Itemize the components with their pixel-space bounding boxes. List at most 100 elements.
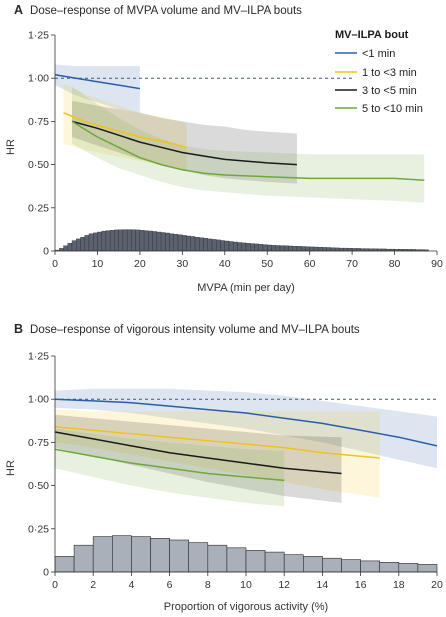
histogram-bar [101,230,107,252]
y-tick-label: 1·00 [28,73,49,85]
panel-b-axes: 0 2 4 6 8 10 12 14 16 18 20 0 0·25 0·50 0·75 1·00 1·25 [28,351,443,592]
histogram-bar [216,239,221,252]
x-tick-label: 12 [278,579,290,591]
y-tick-label: 1·25 [28,30,49,42]
histogram-bar [148,230,153,252]
ci-band-3-to-lt5-min [72,100,297,184]
histogram-bar [71,240,77,252]
histogram-bar [288,245,293,252]
histogram-bar [309,246,315,252]
histogram-bar [139,230,145,252]
histogram-bar [80,237,85,252]
histogram-bar [245,550,266,573]
series-line-3-to-lt5-min [71,120,297,166]
ci-band-5-to-lt10-min [55,428,285,507]
histogram-bar [182,235,187,252]
histogram-bar [199,237,204,252]
histogram-bar [73,544,94,573]
y-tick-label: 0 [43,567,49,579]
histogram-bar [186,235,191,252]
histogram-bar [190,236,196,252]
histogram-bar [114,229,119,252]
panel-b-series-lines [54,398,438,482]
histogram-bar [360,560,381,573]
histogram-bar [262,244,268,252]
histogram-bar [173,234,179,252]
histogram-bar [112,535,132,573]
histogram-bar [250,243,255,252]
histogram-bar [417,564,438,573]
ci-band-1-to-lt3-min [55,409,380,498]
histogram-bar [152,231,157,252]
histogram-bar [305,246,310,252]
ci-band-5-to-lt10-min [72,86,425,203]
histogram-bar [88,233,94,252]
histogram-bar [330,247,336,252]
histogram-bar [110,230,115,252]
x-tick-label: 20 [431,579,443,591]
histogram-bar [341,559,361,573]
x-tick-label: 90 [431,258,443,270]
histogram-bar [228,241,234,252]
y-tick-label: 1·25 [28,351,49,363]
histogram-bar [150,537,170,573]
histogram-bar [156,231,162,252]
histogram-bar [224,240,230,252]
histogram-bar [322,247,327,252]
x-tick-label: 8 [205,579,211,591]
x-tick-label: 70 [346,258,358,270]
ci-band-lt1-min [55,388,437,469]
histogram-bar [326,247,331,252]
histogram-bar [271,245,276,252]
ci-band-3-to-lt5-min [55,414,342,503]
histogram-bar [343,247,348,252]
histogram-bar [131,536,151,573]
histogram-bar [67,243,73,252]
panel-a-series-lines [54,73,425,181]
histogram-bar [63,245,68,252]
series-line-lt1-min [54,398,438,447]
histogram-bar [122,229,128,252]
histogram-bar [131,229,136,252]
histogram-bar [160,232,166,252]
legend-label-3to5: 3 to <5 min [362,85,417,97]
y-tick-label: 0·75 [28,116,49,128]
panel-a-y-axis-label: HR [5,139,17,155]
histogram-bar [143,230,149,252]
series-line-5-to-lt10-min [54,448,285,482]
histogram-bar [292,246,298,252]
panel-b-y-axis-label: HR [5,460,17,476]
legend-title: MV–ILPA bout [335,29,409,41]
histogram-bar [318,247,323,252]
legend: MV–ILPA bout <1 min 1 to <3 min 3 to <5 … [335,29,423,115]
x-tick-label: 0 [52,258,58,270]
histogram-bar [296,246,302,252]
histogram-bar [347,248,353,252]
histogram-bar [135,229,140,252]
legend-label-lt1: <1 min [362,48,395,60]
panel-a-title: A Dose–response of MVPA volume and MV–ILP… [14,3,302,17]
histogram-bar [220,240,225,252]
histogram-bar [207,544,228,573]
series-line-lt1-min [54,73,141,90]
histogram-bar [284,245,289,252]
x-tick-label: 40 [219,258,231,270]
x-tick-label: 80 [389,258,401,270]
y-tick-label: 0 [43,246,49,258]
panel-a-histogram [54,229,429,252]
legend-label-5to10: 5 to <10 min [362,103,423,115]
histogram-bar [226,547,247,573]
panel-a-axes: 0 10 20 30 40 50 60 70 80 90 0 0·25 0·50 0·75 1·00 1·25 [28,30,443,271]
x-tick-label: 50 [261,258,273,270]
histogram-bar [211,239,217,252]
y-tick-label: 0·25 [28,523,49,535]
histogram-bar [105,230,111,252]
histogram-bar [334,247,340,252]
histogram-bar [379,561,400,573]
series-line-5-to-lt10-min [71,120,425,181]
series-line-1-to-lt3-min [63,112,187,149]
panel-b: B Dose–response of vigorous intensity vol… [5,322,443,613]
panel-b-histogram [54,535,438,573]
ci-band-lt1-min [55,64,140,113]
histogram-bar [92,536,113,573]
